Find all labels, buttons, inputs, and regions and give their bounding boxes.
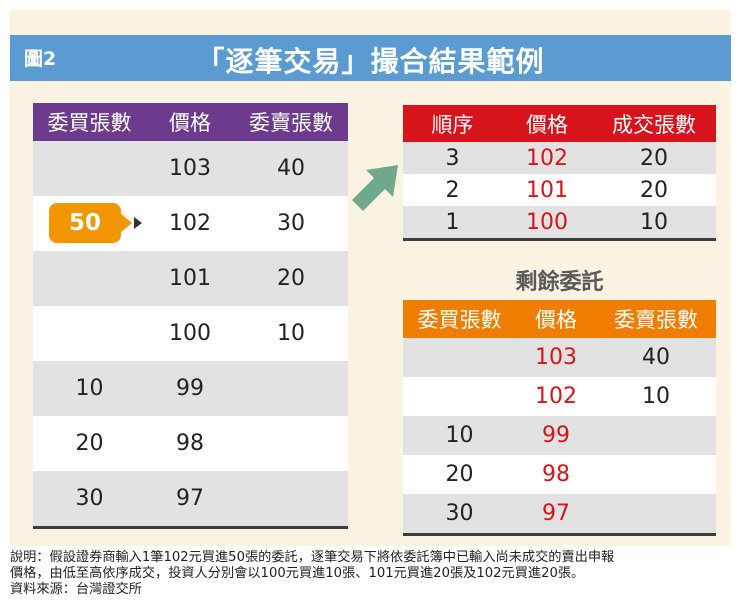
buy-cell: 30: [403, 494, 516, 535]
buy-cell: 10: [33, 361, 146, 416]
figure-panel: 圖2 「逐筆交易」撮合結果範例 委買張數 價格 委賣張數 103 40 102 …: [10, 10, 731, 546]
price-cell: 102: [146, 196, 234, 251]
table-row: 1 100 10: [403, 206, 716, 240]
price-cell: 100: [502, 206, 592, 240]
qty-cell: 20: [592, 142, 716, 174]
sell-cell: [596, 494, 716, 535]
table-row: 10 99: [33, 361, 348, 416]
sell-cell: 10: [234, 306, 348, 361]
table-row: 3 102 20: [403, 142, 716, 174]
incoming-order-callout: 50: [49, 203, 121, 243]
remaining-title: 剩餘委託: [515, 270, 604, 295]
price-cell: 98: [516, 455, 596, 494]
price-cell: 100: [146, 306, 234, 361]
col-header-seq: 順序: [403, 105, 502, 142]
sell-cell: [596, 455, 716, 494]
arrow-right-icon: [352, 165, 398, 211]
sell-cell: 20: [234, 251, 348, 306]
sell-cell: 40: [234, 141, 348, 196]
qty-cell: 10: [592, 206, 716, 240]
table-row: 102 10: [403, 377, 716, 416]
table-row: 100 10: [33, 306, 348, 361]
qty-cell: 20: [592, 174, 716, 206]
buy-cell: [403, 377, 516, 416]
source-line: 資料來源：台灣證交所: [10, 582, 142, 597]
price-cell: 101: [146, 251, 234, 306]
price-cell: 102: [516, 377, 596, 416]
sell-cell: 30: [234, 196, 348, 251]
price-cell: 102: [502, 142, 592, 174]
seq-cell: 1: [403, 206, 502, 240]
sell-cell: 40: [596, 338, 716, 377]
note-line-2: 價格，由低至高依序成交，投資人分別會以100元買進10張、101元買進20張及1…: [10, 566, 585, 581]
trades-table: 順序 價格 成交張數 3 102 20 2 101 20 1 100 10: [403, 105, 716, 241]
price-cell: 103: [516, 338, 596, 377]
sell-cell: [234, 416, 348, 471]
buy-cell: [33, 251, 146, 306]
buy-cell: 10: [403, 416, 516, 455]
sell-cell: [234, 471, 348, 528]
table-header-row: 委買張數 價格 委賣張數: [403, 300, 716, 338]
price-cell: 98: [146, 416, 234, 471]
price-cell: 103: [146, 141, 234, 196]
buy-cell: [33, 141, 146, 196]
col-header-sell: 委賣張數: [596, 300, 716, 338]
col-header-price: 價格: [502, 105, 592, 142]
table-row: 103 40: [33, 141, 348, 196]
table-row: 103 40: [403, 338, 716, 377]
table-row: 30 97: [403, 494, 716, 535]
price-cell: 97: [516, 494, 596, 535]
figure-title: 「逐筆交易」撮合結果範例: [196, 45, 545, 78]
table-row: 20 98: [403, 455, 716, 494]
callout-tail: [120, 213, 132, 233]
sell-cell: [234, 361, 348, 416]
table-row: 30 97: [33, 471, 348, 528]
seq-cell: 3: [403, 142, 502, 174]
buy-cell: [33, 306, 146, 361]
col-header-price: 價格: [146, 103, 234, 141]
table-row: 10 99: [403, 416, 716, 455]
price-cell: 97: [146, 471, 234, 528]
col-header-sell: 委賣張數: [234, 103, 348, 141]
figure-notes: 說明：假設證券商輸入1筆102元買進50張的委託，逐筆交易下將依委託簿中已輸入尚…: [10, 550, 731, 598]
col-header-price: 價格: [516, 300, 596, 338]
buy-cell: [403, 338, 516, 377]
price-pointer-icon: [134, 217, 142, 229]
table-row: 20 98: [33, 416, 348, 471]
table-row: 2 101 20: [403, 174, 716, 206]
note-line-1: 說明：假設證券商輸入1筆102元買進50張的委託，逐筆交易下將依委託簿中已輸入尚…: [10, 550, 615, 565]
remaining-orders-table: 委買張數 價格 委賣張數 103 40 102 10 10 99 20 98 3…: [403, 300, 716, 536]
sell-cell: [596, 416, 716, 455]
table-header-row: 順序 價格 成交張數: [403, 105, 716, 142]
price-cell: 99: [516, 416, 596, 455]
price-cell: 101: [502, 174, 592, 206]
col-header-qty: 成交張數: [592, 105, 716, 142]
table-header-row: 委買張數 價格 委賣張數: [33, 103, 348, 141]
figure-label: 圖2: [24, 48, 57, 70]
buy-cell: 30: [33, 471, 146, 528]
buy-cell: 20: [403, 455, 516, 494]
seq-cell: 2: [403, 174, 502, 206]
order-book-table: 委買張數 價格 委賣張數 103 40 102 30 101 20 100 10…: [33, 103, 348, 529]
buy-cell: 20: [33, 416, 146, 471]
table-row: 101 20: [33, 251, 348, 306]
col-header-buy: 委買張數: [33, 103, 146, 141]
price-cell: 99: [146, 361, 234, 416]
sell-cell: 10: [596, 377, 716, 416]
col-header-buy: 委買張數: [403, 300, 516, 338]
title-bar: 圖2 「逐筆交易」撮合結果範例: [10, 35, 731, 81]
